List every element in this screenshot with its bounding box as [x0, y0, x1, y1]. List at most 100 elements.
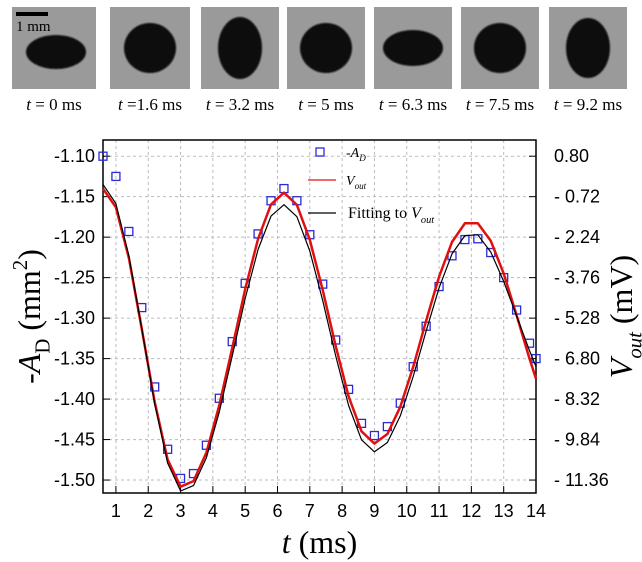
- data-point: [279, 183, 289, 194]
- x-tick-label: 6: [272, 501, 282, 521]
- text-part: = 7.5 ms: [471, 95, 534, 114]
- frame-label: t = 3.2 ms: [206, 95, 274, 114]
- y2-tick-label: - 0.72: [554, 187, 600, 207]
- droplet: [300, 23, 352, 73]
- droplet: [26, 35, 86, 69]
- text-part: t: [554, 95, 560, 114]
- text-part: D: [358, 153, 366, 163]
- x-tick-label: 12: [461, 501, 481, 521]
- y2-tick-label: - 11.36: [554, 470, 609, 490]
- frame-label: t = 7.5 ms: [466, 95, 534, 114]
- text-part: t: [379, 95, 385, 114]
- y2-tick-label: - 2.24: [554, 227, 600, 247]
- text-part: = 9.2 ms: [559, 95, 622, 114]
- scale-label: 1 mm: [16, 19, 51, 35]
- droplet: [566, 18, 610, 78]
- y2-axis-label: Vout (mV): [603, 255, 642, 378]
- legend-label: -AD: [346, 146, 366, 163]
- text-part: (mV): [603, 255, 639, 332]
- text-part: (ms): [291, 524, 358, 560]
- text-part: out: [421, 215, 435, 226]
- text-part: t: [118, 95, 124, 114]
- y-tick-label: -1.15: [54, 187, 95, 207]
- y-tick-label: -1.45: [54, 430, 95, 450]
- y2-tick-label: 0.80: [554, 146, 589, 166]
- frame-label: t = 9.2 ms: [554, 95, 622, 114]
- data-point: [162, 444, 173, 454]
- data-point: [531, 353, 541, 364]
- text-part: -A: [346, 146, 360, 161]
- text-part: V: [411, 205, 423, 222]
- x-tick-label: 10: [397, 501, 417, 521]
- data-line: [101, 187, 538, 488]
- data-point: [369, 430, 380, 441]
- data-point: [111, 171, 121, 182]
- text-part: t: [466, 95, 472, 114]
- droplet: [383, 30, 443, 66]
- legend-marker: [315, 147, 325, 157]
- y-axis-label: -AD (mm2): [9, 249, 54, 384]
- data-point: [124, 226, 134, 237]
- x-tick-label: 2: [143, 501, 153, 521]
- y2-tick-label: - 3.76: [554, 268, 600, 288]
- x-tick-label: 3: [176, 501, 186, 521]
- y-tick-label: -1.30: [54, 308, 95, 328]
- y2-tick-label: - 5.28: [554, 308, 600, 328]
- legend-label: Fitting to Vout: [348, 205, 435, 226]
- text-part: = 0 ms: [31, 95, 82, 114]
- x-tick-label: 5: [240, 501, 250, 521]
- data-line: [102, 184, 537, 492]
- text-part: = 5 ms: [303, 95, 354, 114]
- frame-label: t = 6.3 ms: [379, 95, 447, 114]
- text-part: out: [624, 331, 642, 359]
- y2-tick-label: - 8.32: [554, 389, 600, 409]
- x-tick-label: 13: [494, 501, 514, 521]
- data-point: [98, 151, 108, 161]
- text-part: t: [26, 95, 32, 114]
- x-tick-label: 4: [208, 501, 218, 521]
- droplet: [124, 23, 176, 73]
- x-tick-label: 11: [430, 501, 449, 521]
- scale-bar: [16, 12, 48, 16]
- y-tick-label: -1.20: [54, 227, 95, 247]
- y-tick-label: -1.50: [54, 470, 95, 490]
- droplet: [218, 17, 262, 79]
- frame-label: t = 5 ms: [298, 95, 353, 114]
- text-part: = 6.3 ms: [384, 95, 447, 114]
- y-tick-label: -1.35: [54, 349, 95, 369]
- y2-tick-label: - 9.84: [554, 430, 600, 450]
- x-tick-label: 9: [369, 501, 379, 521]
- y-tick-label: -1.25: [54, 268, 95, 288]
- text-part: D: [32, 339, 55, 354]
- frame-strip: 1 mm: [12, 7, 627, 89]
- text-part: -A: [11, 353, 47, 384]
- text-part: t: [282, 524, 292, 560]
- legend-label: Vout: [346, 174, 367, 191]
- plot-frame: [102, 139, 537, 494]
- text-part: t: [206, 95, 212, 114]
- y-tick-label: -1.10: [54, 146, 95, 166]
- text-part: (mm: [11, 270, 47, 339]
- y2-tick-label: - 6.80: [554, 349, 600, 369]
- x-axis-label: t (ms): [282, 524, 358, 560]
- x-tick-label: 8: [337, 501, 347, 521]
- text-part: ): [11, 249, 47, 260]
- text-part: V: [346, 174, 356, 189]
- x-tick-label: 14: [526, 501, 546, 521]
- frame-label: t =1.6 ms: [118, 95, 182, 114]
- droplet: [474, 23, 526, 73]
- text-part: Fitting to: [348, 205, 411, 222]
- text-part: out: [355, 181, 367, 191]
- text-part: V: [603, 355, 639, 378]
- grid: [103, 140, 537, 493]
- text-part: t: [298, 95, 304, 114]
- frame-label: t = 0 ms: [26, 95, 81, 114]
- text-part: =1.6 ms: [123, 95, 182, 114]
- x-tick-label: 1: [111, 501, 121, 521]
- x-tick-label: 7: [305, 501, 315, 521]
- y-tick-label: -1.40: [54, 389, 95, 409]
- data-point: [150, 382, 160, 392]
- text-part: 2: [9, 260, 32, 270]
- text-part: = 3.2 ms: [211, 95, 274, 114]
